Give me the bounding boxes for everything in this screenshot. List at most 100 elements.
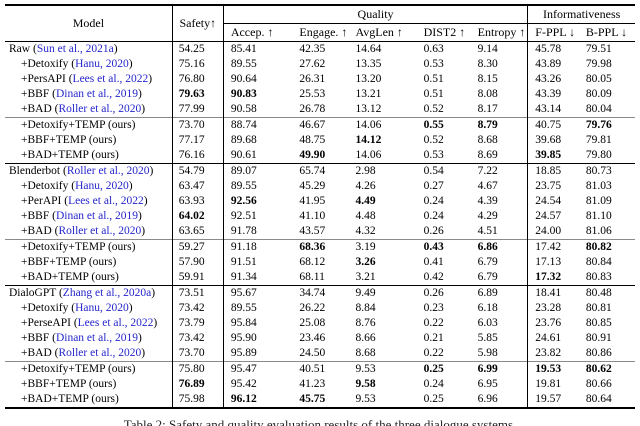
bppl-cell: 80.66: [585, 378, 612, 390]
safety-cell: 59.91: [172, 270, 224, 286]
dist2-cell: 0.54: [416, 163, 471, 179]
avglen-cell: 3.21: [355, 271, 376, 283]
citation-link[interactable]: Roller et al., 2020: [58, 347, 142, 359]
citation-link[interactable]: Zhang et al., 2020a: [62, 287, 152, 299]
table-caption: Table 2: Safety and quality evaluation r…: [123, 417, 517, 426]
engage-cell: 68.12: [299, 256, 326, 268]
bppl-cell: 80.73: [578, 163, 635, 179]
table-row: +BAD (Roller et al., 2020) 73.70 95.89 24.5…: [5, 346, 635, 362]
dist2-cell: 0.53: [423, 149, 444, 161]
avglen-cell: 14.64: [355, 43, 382, 55]
safety-cell: 75.98: [172, 392, 224, 408]
model-cell: +BBF+TEMP (ours): [5, 133, 173, 148]
citation-link[interactable]: Sun et al., 2021a: [36, 43, 114, 55]
fppl-cell: 24.61: [535, 332, 562, 344]
fppl-cell: 19.81: [535, 378, 562, 390]
header-row-metrics: Accep. ↑ Engage. ↑ AvgLen ↑ DIST2 ↑ Entr…: [5, 23, 635, 42]
fppl-cell: 19.57: [535, 393, 562, 405]
model-cell: +BBF (Dinan et al., 2019): [5, 87, 173, 102]
engage-cell: 27.62: [299, 58, 326, 70]
fppl-cell: 40.75: [527, 117, 579, 133]
accep-cell: 92.51: [230, 210, 257, 222]
table-row: +PerseAPI (Lees et al., 2022) 73.79 95.84 2…: [5, 316, 635, 331]
citation-link[interactable]: Lees et al., 2022: [72, 73, 149, 85]
bppl-cell: 80.05: [585, 73, 612, 85]
fppl-cell: 43.14: [535, 103, 562, 115]
citation-link[interactable]: Dinan et al., 2019: [55, 332, 139, 344]
model-cell: +PersAPI (Lees et al., 2022): [5, 72, 173, 87]
bppl-cell: 81.06: [585, 225, 612, 237]
accep-cell: 85.41: [230, 43, 257, 55]
citation-link[interactable]: Lees et al., 2022: [68, 195, 144, 207]
model-cell: +BBF (Dinan et al., 2019): [5, 209, 173, 224]
safety-cell: 57.90: [172, 255, 224, 270]
fppl-cell: 18.85: [527, 163, 579, 179]
col-header-safety: Safety↑: [172, 5, 224, 42]
entropy-cell: 5.98: [470, 346, 529, 362]
bppl-cell: 80.04: [585, 103, 612, 115]
citation-link[interactable]: Roller et al., 2020: [58, 103, 142, 115]
engage-cell: 26.78: [299, 103, 326, 115]
engage-cell: 65.74: [292, 163, 349, 179]
table-row: +Detoxify (Hanu, 2020) 63.47 89.55 45.29 4.2…: [5, 179, 635, 194]
citation-link[interactable]: Roller et al., 2020: [66, 165, 150, 177]
bppl-cell: 81.10: [585, 210, 612, 222]
entropy-cell: 6.79: [470, 255, 529, 270]
entropy-cell: 8.69: [470, 148, 529, 164]
model-cell: +PerAPI (Lees et al., 2022): [5, 194, 173, 209]
col-header-dist2: DIST2 ↑: [416, 23, 471, 42]
entropy-cell: 6.99: [470, 361, 529, 377]
engage-cell: 23.46: [299, 332, 326, 344]
citation-link[interactable]: Roller et al., 2020: [58, 225, 142, 237]
dist2-cell: 0.25: [416, 361, 471, 377]
col-group-quality: Quality: [223, 5, 529, 24]
avglen-cell: 2.98: [348, 163, 417, 179]
fppl-cell: 43.89: [535, 58, 562, 70]
dist2-cell: 0.26: [416, 285, 471, 301]
table-row: DialoGPT (Zhang et al., 2020a) 73.51 95.67…: [5, 285, 635, 301]
dist2-cell: 0.24: [423, 210, 444, 222]
fppl-cell: 17.32: [535, 271, 562, 283]
engage-cell: 68.11: [299, 271, 325, 283]
engage-cell: 41.95: [299, 195, 326, 207]
citation-link[interactable]: Hanu, 2020: [75, 58, 129, 70]
fppl-cell: 23.75: [535, 180, 562, 192]
accep-cell: 88.74: [223, 117, 293, 133]
engage-cell: 26.31: [299, 73, 326, 85]
bppl-cell: 80.91: [585, 332, 612, 344]
bppl-cell: 80.09: [585, 88, 612, 100]
bppl-cell: 79.51: [585, 43, 612, 55]
table-row: +BBF+TEMP (ours) 57.90 91.51 68.12 3.26 0.41 6…: [5, 255, 635, 270]
bppl-cell: 80.81: [585, 302, 612, 314]
table-body: Raw (Sun et al., 2021a) 54.25 85.41 42.35 14…: [5, 41, 635, 408]
table-row: +PerAPI (Lees et al., 2022) 63.93 92.56 41.…: [5, 194, 635, 209]
citation-link[interactable]: Dinan et al., 2019: [55, 88, 139, 100]
table-row: +Detoxify+TEMP (ours) 59.27 91.18 68.36 3.19…: [5, 239, 635, 255]
model-cell: Raw (Sun et al., 2021a): [5, 41, 173, 57]
avglen-cell: 13.12: [355, 103, 382, 115]
bppl-cell: 81.03: [585, 180, 612, 192]
accep-cell: 92.56: [230, 195, 257, 207]
dist2-cell: 0.53: [423, 58, 444, 70]
avglen-cell: 9.53: [348, 361, 417, 377]
citation-link[interactable]: Dinan et al., 2019: [55, 210, 139, 222]
fppl-cell: 39.68: [535, 134, 562, 146]
entropy-cell: 6.95: [470, 377, 529, 392]
model-cell: +Detoxify+TEMP (ours): [5, 361, 173, 377]
safety-cell: 64.02: [172, 209, 224, 224]
dist2-cell: 0.63: [423, 43, 444, 55]
header-row-groups: Model Safety↑ Quality Informativeness: [5, 5, 635, 42]
col-header-avglen: AvgLen ↑: [348, 23, 417, 42]
citation-link[interactable]: Hanu, 2020: [75, 302, 129, 314]
bppl-cell: 80.82: [578, 239, 635, 255]
table-row: +BBF (Dinan et al., 2019) 79.63 90.83 25.53…: [5, 87, 635, 102]
citation-link[interactable]: Lees et al., 2022: [77, 317, 154, 329]
table-row: +Detoxify (Hanu, 2020) 73.42 89.55 26.22 8.8…: [5, 301, 635, 316]
model-cell: DialoGPT (Zhang et al., 2020a): [5, 285, 173, 301]
dist2-cell: 0.22: [423, 347, 444, 359]
fppl-cell: 23.28: [535, 302, 562, 314]
dist2-cell: 0.52: [423, 134, 444, 146]
citation-link[interactable]: Hanu, 2020: [75, 180, 129, 192]
accep-cell: 95.90: [230, 332, 257, 344]
table-row: +BAD+TEMP (ours) 75.98 96.12 45.75 9.53 0.25 6…: [5, 392, 635, 408]
